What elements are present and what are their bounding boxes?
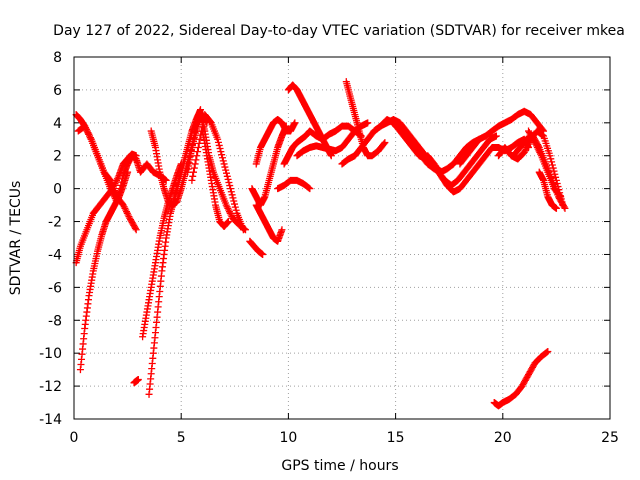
plus-markers	[188, 111, 247, 234]
track-4	[76, 168, 132, 374]
plus-markers	[274, 176, 314, 193]
plus-markers	[130, 376, 142, 387]
plus-markers	[456, 107, 548, 168]
track-30	[490, 348, 552, 410]
plus-markers	[72, 150, 140, 267]
mark-layer	[72, 78, 569, 410]
plus-markers	[252, 116, 299, 168]
x-tick-label: 10	[279, 430, 297, 446]
track-16	[274, 176, 314, 193]
y-axis-label: SDTVAR / TECUs	[8, 181, 24, 296]
plus-markers	[490, 348, 552, 410]
track-23	[392, 122, 483, 176]
track-13	[248, 122, 290, 209]
tick-layer: 0 5 10 15 20 25 -14 -12 -10 -8 -6 -4 -2 0 2 4 6 8	[39, 50, 619, 446]
plus-markers	[252, 201, 286, 245]
track-15	[252, 201, 286, 245]
plus-markers	[76, 168, 132, 374]
x-tick-label: 15	[387, 430, 405, 446]
track-5	[130, 376, 142, 387]
plus-markers	[342, 78, 389, 160]
plus-markers	[525, 127, 565, 201]
y-tick-label: 0	[53, 182, 62, 198]
plus-markers	[370, 116, 500, 189]
plot-frame	[73, 56, 611, 420]
y-tick-label: -2	[48, 215, 62, 231]
track-14	[252, 116, 299, 168]
track-22	[370, 116, 500, 189]
track-28	[525, 127, 565, 201]
y-tick-label: -6	[48, 280, 62, 296]
y-tick-label: 6	[53, 83, 62, 99]
x-axis-label: GPS time / hours	[281, 458, 398, 474]
track-11	[188, 111, 247, 234]
track-25	[456, 107, 548, 168]
y-tick-label: -10	[39, 346, 62, 362]
plus-markers	[145, 106, 204, 398]
plus-markers	[246, 237, 267, 258]
x-tick-label: 5	[177, 430, 186, 446]
track-12	[246, 237, 267, 258]
plus-markers	[248, 122, 290, 209]
plus-markers	[535, 168, 560, 212]
x-tick-label: 25	[601, 430, 619, 446]
plus-markers	[280, 122, 365, 168]
track-20	[342, 78, 389, 160]
track-7	[145, 106, 204, 398]
y-tick-label: 2	[53, 149, 62, 165]
y-tick-label: -4	[48, 247, 62, 263]
plus-markers	[147, 111, 211, 209]
x-tick-label: 0	[70, 430, 79, 446]
chart-title: Day 127 of 2022, Sidereal Day-to-day VTE…	[53, 23, 625, 39]
x-tick-label: 20	[494, 430, 512, 446]
track-8	[147, 111, 211, 209]
track-29	[535, 168, 560, 212]
track-3	[72, 150, 140, 267]
y-tick-label: -14	[39, 412, 62, 428]
track-18	[280, 122, 365, 168]
y-tick-label: 4	[53, 116, 62, 132]
y-tick-label: -8	[48, 313, 62, 329]
y-tick-label: -12	[39, 379, 62, 395]
plus-markers	[392, 122, 483, 176]
y-tick-label: 8	[53, 50, 62, 66]
